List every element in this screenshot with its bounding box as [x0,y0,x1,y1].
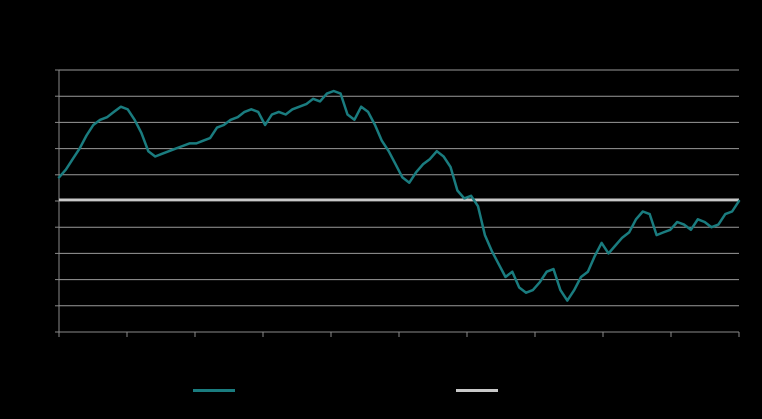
legend-swatch-main-series [193,388,235,392]
legend-item-main-series [193,380,243,400]
series-line-main [57,89,741,302]
gridlines [59,69,739,333]
series-layer [57,89,741,302]
legend-swatch-reference-line [456,388,498,392]
axes [55,69,740,337]
legend-item-reference-line [456,380,506,400]
